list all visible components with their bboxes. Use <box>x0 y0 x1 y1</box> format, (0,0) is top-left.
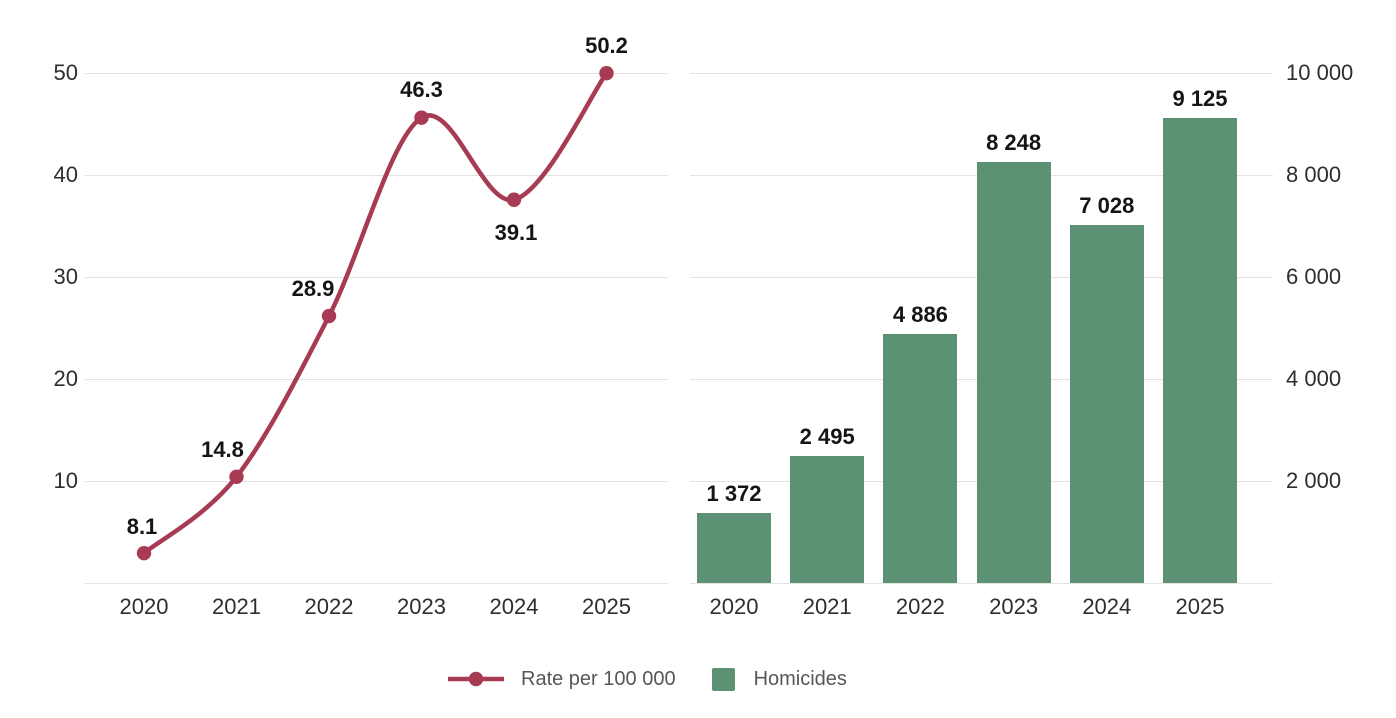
data-point-marker <box>599 66 614 81</box>
baseline-gridline <box>690 582 1273 584</box>
y-axis-tick-label: 6 000 <box>1286 264 1342 289</box>
y-axis-tick-label: 2 000 <box>1286 468 1342 493</box>
line-value-label: 14.8 <box>201 436 244 462</box>
line-marker-swatch-icon <box>448 671 504 687</box>
year-label: 2025 <box>582 594 631 619</box>
bar <box>790 455 865 583</box>
data-point-marker <box>229 469 244 484</box>
y-axis-tick-label: 50 <box>53 60 78 85</box>
legend-item-homicides: Homicides <box>711 667 847 691</box>
year-label: 2022 <box>304 594 354 619</box>
y-axis-tick-label: 10 000 <box>1286 60 1354 85</box>
y-axis-tick-label: 4 000 <box>1286 366 1342 391</box>
gridline <box>690 72 1273 74</box>
line-value-label: 39.1 <box>494 219 538 245</box>
bar <box>976 162 1051 583</box>
bar-value-label: 7 028 <box>1079 192 1135 218</box>
data-point-marker <box>321 308 337 324</box>
year-label: 2024 <box>489 594 539 619</box>
line-value-label: 8.1 <box>126 514 158 540</box>
bar-swatch-icon <box>711 667 735 691</box>
legend-label-rate: Rate per 100 000 <box>521 667 676 690</box>
bar-value-label: 8 248 <box>986 130 1042 156</box>
line-value-label: 28.9 <box>291 276 335 302</box>
y-axis-tick-label: 10 <box>53 468 78 493</box>
y-axis-tick-label: 8 000 <box>1286 162 1342 187</box>
gridline <box>85 276 668 278</box>
baseline-gridline <box>85 582 668 584</box>
bar-value-label: 2 495 <box>799 423 855 449</box>
year-label: 2020 <box>119 594 169 619</box>
year-label: 2021 <box>212 594 261 619</box>
legend-label-homicides: Homicides <box>753 667 847 690</box>
rate-line <box>142 71 609 555</box>
year-label: 2023 <box>397 594 446 619</box>
legend: Rate per 100 000 Homicides <box>447 663 847 695</box>
bar-value-label: 1 372 <box>706 481 762 507</box>
y-axis-tick-label: 20 <box>53 366 78 391</box>
y-axis-tick-label: 30 <box>53 264 78 289</box>
bar <box>883 333 958 583</box>
year-label: 2024 <box>1082 594 1132 619</box>
gridline <box>85 72 668 74</box>
line-value-label: 46.3 <box>400 76 443 102</box>
bar-value-label: 9 125 <box>1172 85 1228 111</box>
bar-value-label: 4 886 <box>892 301 948 327</box>
bar <box>1163 117 1237 583</box>
gridline <box>85 378 668 380</box>
year-label: 2025 <box>1175 594 1225 619</box>
gridline <box>85 480 668 482</box>
gridline <box>85 174 668 176</box>
bar <box>697 513 771 583</box>
data-point-marker <box>506 192 522 207</box>
year-label: 2022 <box>895 594 945 619</box>
data-point-marker <box>414 110 429 125</box>
year-label: 2023 <box>989 594 1039 619</box>
y-axis-tick-label: 40 <box>53 162 78 187</box>
year-label: 2020 <box>709 594 759 619</box>
legend-item-rate: Rate per 100 000 <box>447 668 676 691</box>
line-value-label: 50.2 <box>585 33 628 59</box>
year-label: 2021 <box>802 594 852 619</box>
data-point-marker <box>136 545 152 561</box>
bar <box>1069 224 1144 583</box>
